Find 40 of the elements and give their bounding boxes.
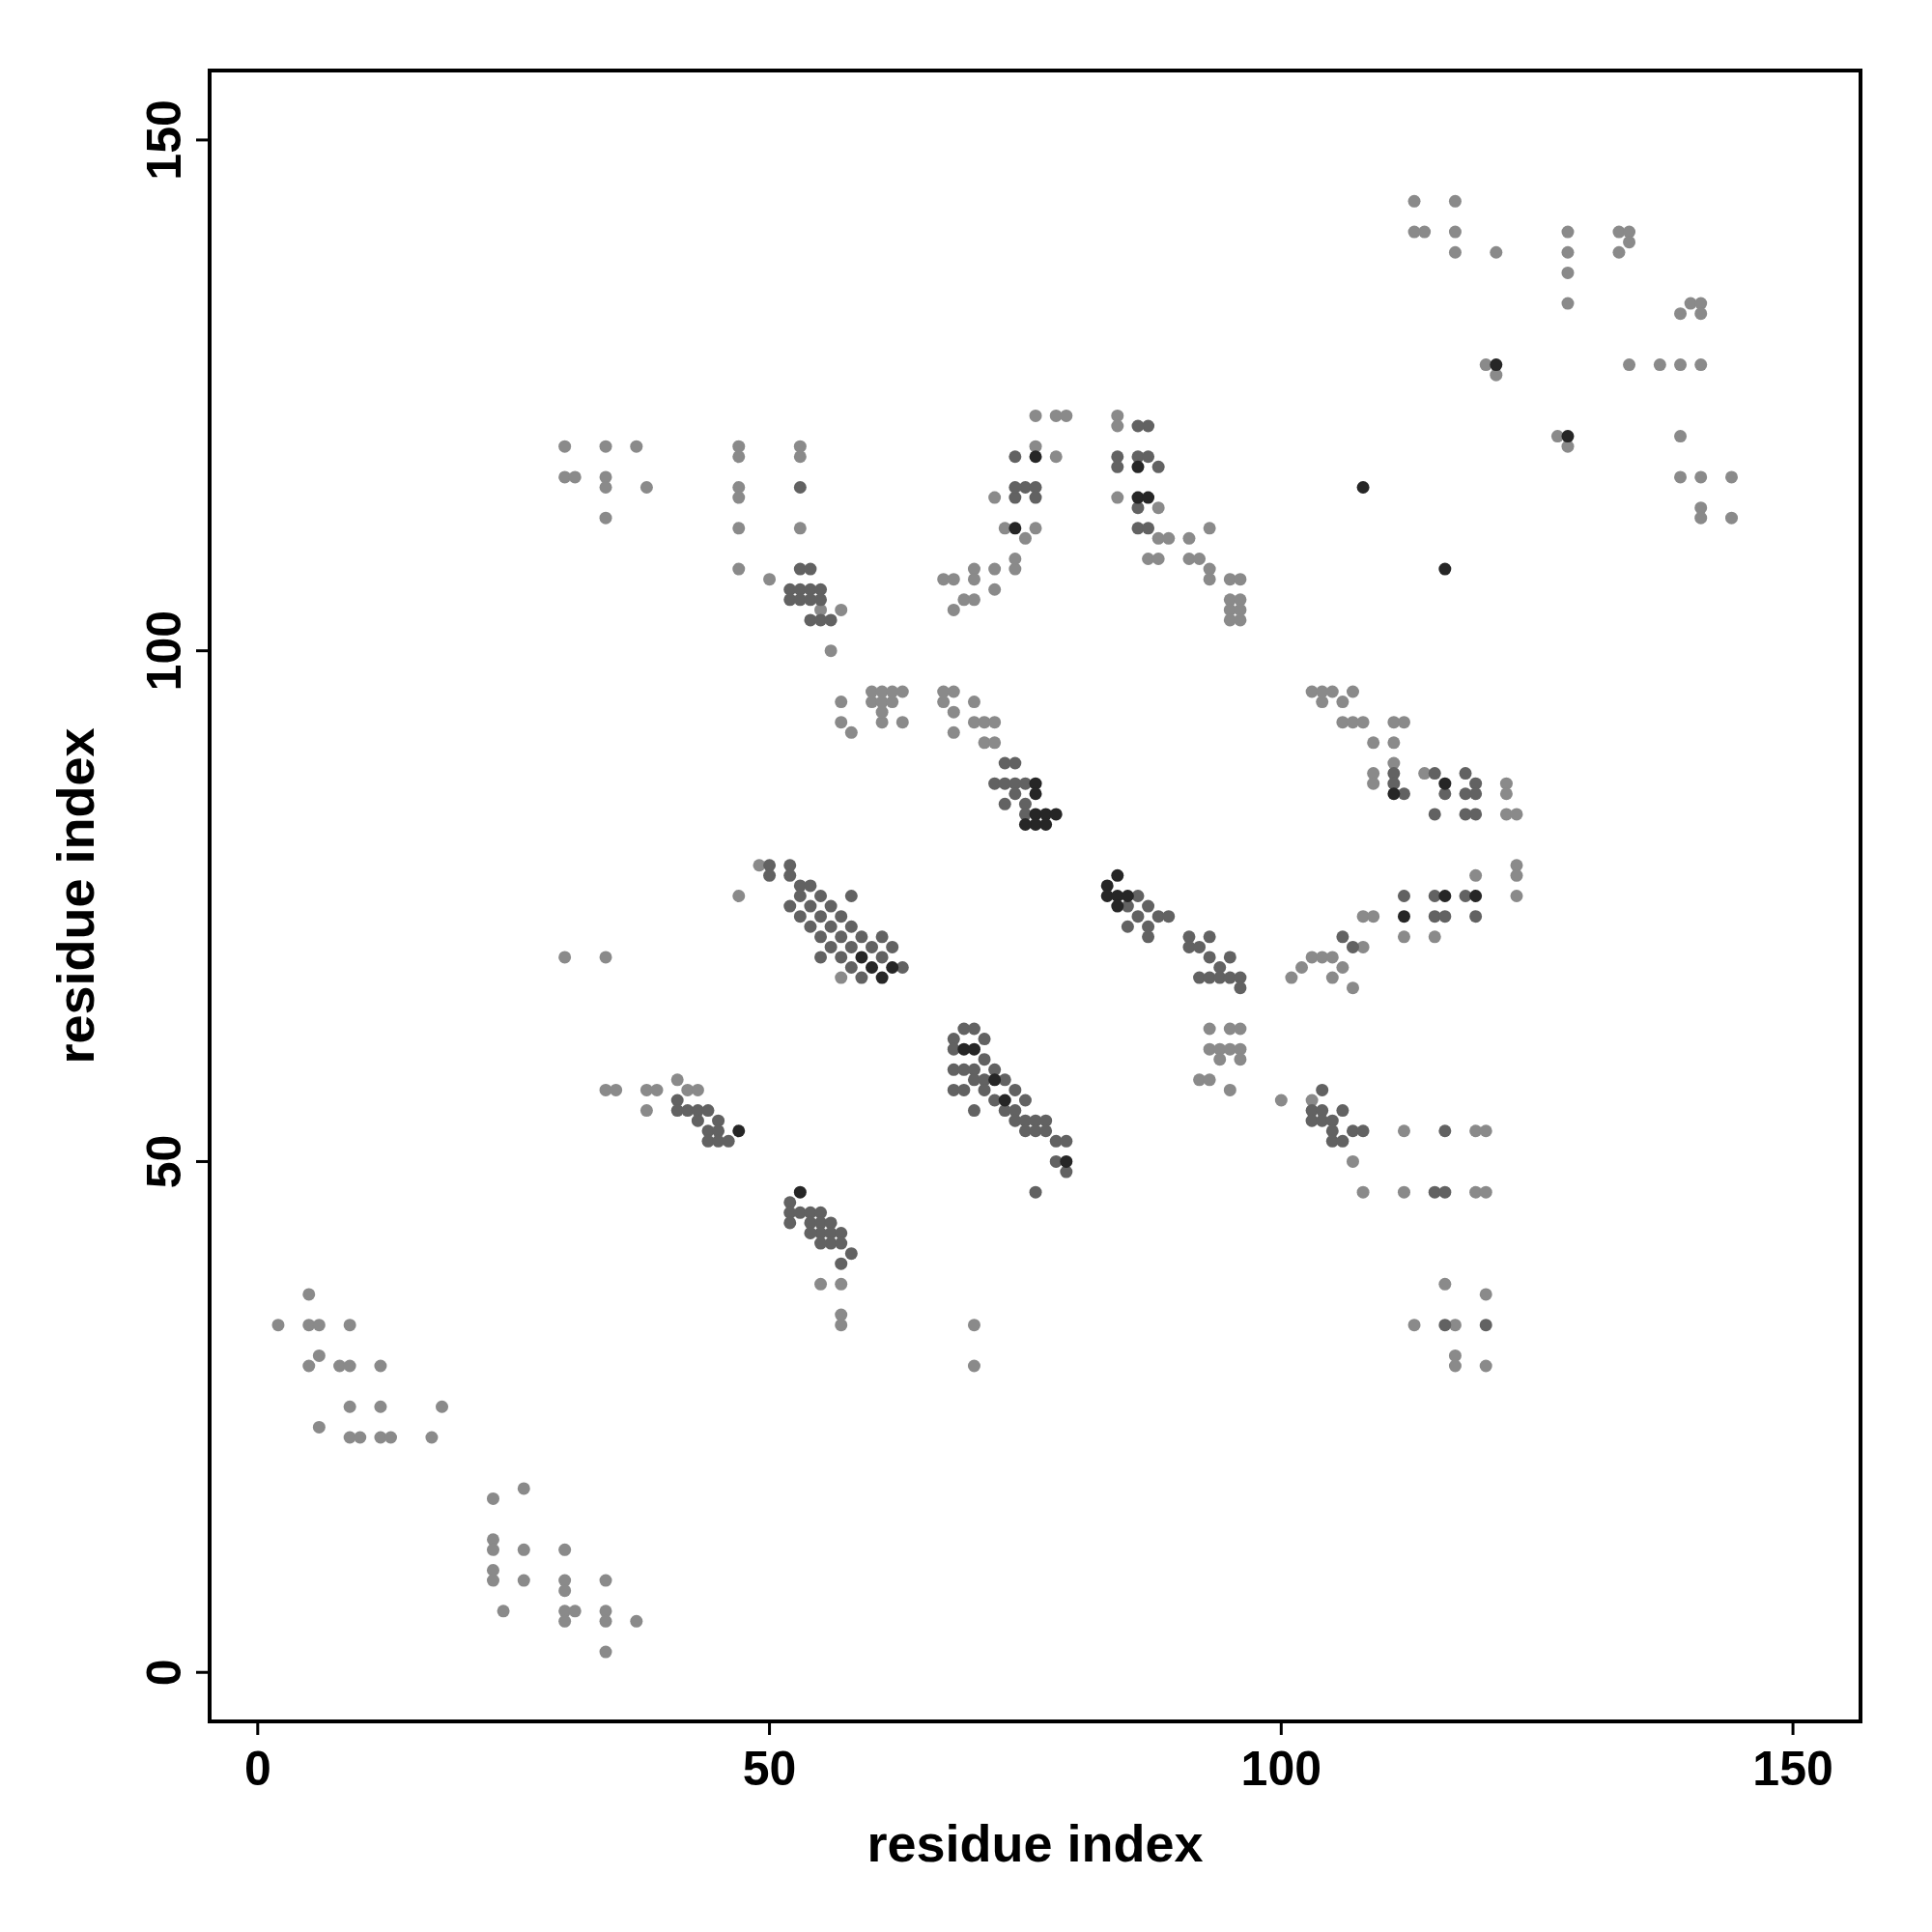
- point: [1469, 890, 1483, 902]
- point: [875, 971, 889, 984]
- point: [988, 1073, 1002, 1087]
- x-tick-label: 100: [1240, 1742, 1322, 1796]
- x-tick-label: 150: [1752, 1742, 1833, 1796]
- point: [1049, 808, 1063, 821]
- point: [1009, 522, 1022, 535]
- point: [1111, 868, 1124, 882]
- point: [1060, 1154, 1073, 1168]
- point: [886, 961, 899, 975]
- y-axis-title: residue index: [46, 727, 104, 1065]
- y-tick-label: 150: [137, 99, 191, 181]
- point: [1029, 450, 1042, 464]
- point: [732, 1124, 746, 1138]
- point: [1561, 430, 1575, 443]
- point: [1142, 491, 1155, 504]
- x-axis-title: residue index: [867, 1814, 1204, 1872]
- y-tick-label: 50: [137, 1134, 191, 1189]
- y-tick-label: 100: [137, 610, 191, 692]
- point: [998, 1094, 1011, 1107]
- point: [1438, 890, 1452, 902]
- y-tick-label: 0: [137, 1659, 191, 1687]
- point: [1490, 358, 1503, 372]
- point: [1387, 787, 1401, 801]
- point: [1121, 890, 1134, 902]
- point: [1438, 777, 1452, 790]
- point: [1039, 817, 1053, 831]
- point: [1438, 562, 1452, 576]
- point: [967, 1042, 980, 1056]
- point: [855, 951, 868, 964]
- point: [1397, 910, 1410, 923]
- point: [866, 961, 879, 975]
- x-tick-label: 50: [742, 1742, 797, 1796]
- x-tick-label: 0: [243, 1742, 271, 1796]
- point: [1029, 787, 1042, 801]
- point: [1018, 817, 1032, 831]
- point: [1131, 460, 1145, 473]
- point: [1356, 480, 1370, 494]
- point: [1111, 899, 1124, 913]
- point: [793, 1185, 807, 1199]
